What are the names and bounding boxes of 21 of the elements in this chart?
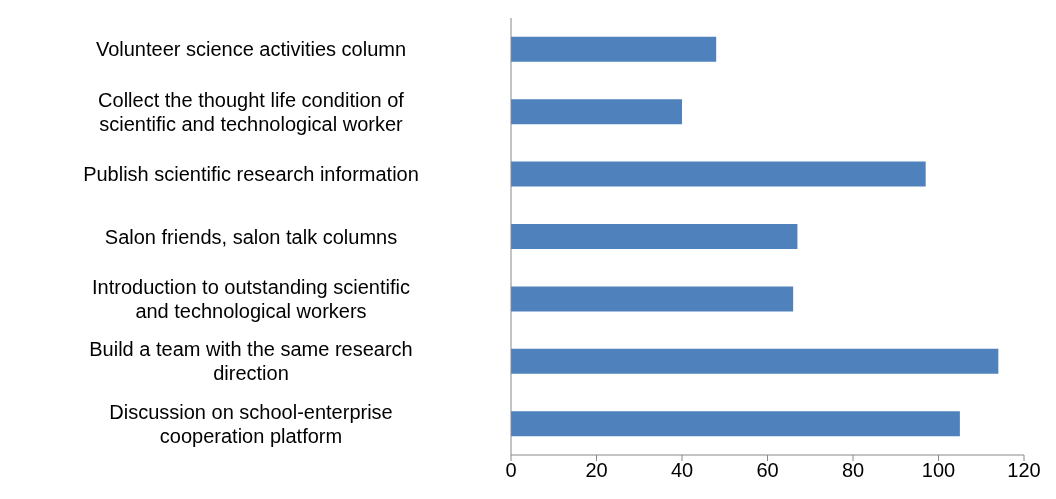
y-tick-label: Salon friends, salon talk columns	[104, 225, 398, 248]
x-tick-label: 100	[921, 459, 956, 482]
x-tick-label: 80	[841, 459, 865, 482]
y-tick-label: Introduction to outstanding scientific and technological workers	[92, 275, 410, 322]
x-tick-label: 0	[505, 459, 517, 482]
bar	[511, 161, 926, 187]
bar	[511, 348, 999, 374]
x-tick-label: 20	[585, 459, 608, 482]
x-tick-label: 40	[670, 459, 694, 482]
x-tick-label: 60	[756, 459, 779, 482]
bar	[511, 99, 682, 125]
bar	[511, 224, 798, 250]
x-tick-label: 120	[1007, 459, 1041, 482]
y-tick-label: Publish scientific research information	[83, 163, 419, 186]
y-tick-label: Discussion on school-enterprise cooperation platform	[109, 400, 393, 447]
y-tick-label: Volunteer science activities column	[95, 38, 407, 61]
y-tick-label: Collect the thought life condition of scientific and technological worker	[98, 88, 405, 135]
bar	[511, 411, 960, 437]
bar	[511, 286, 794, 312]
y-tick-label: Build a team with the same research direction	[89, 338, 413, 385]
bar	[511, 36, 717, 62]
